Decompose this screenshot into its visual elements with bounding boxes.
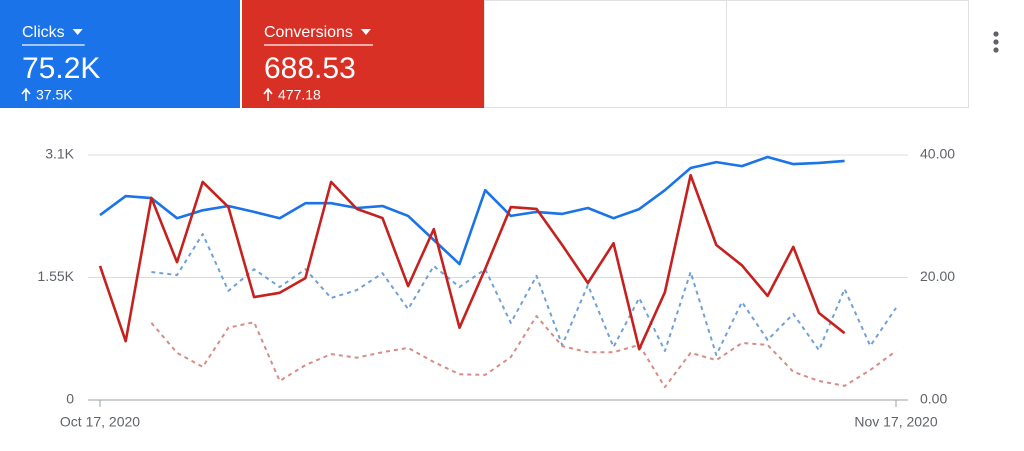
y2-tick-label: 40.00 — [920, 146, 955, 162]
comparison-line — [150, 315, 897, 389]
metric-change: 477.18 — [278, 87, 321, 103]
series-line — [99, 155, 845, 266]
metric-change: 37.5K — [36, 87, 73, 103]
series-line — [98, 173, 846, 351]
y-tick-label: 3.1K — [45, 146, 74, 162]
y-tick-label: 0 — [66, 391, 74, 407]
empty-card[interactable] — [484, 0, 727, 108]
x-tick-label: Nov 17, 2020 — [854, 414, 937, 430]
conversions-card[interactable] — [242, 0, 484, 108]
y2-tick-label: 20.00 — [920, 268, 955, 284]
x-tick-label: Oct 17, 2020 — [60, 414, 140, 430]
metric-label: Conversions — [264, 24, 353, 41]
more-menu[interactable] — [993, 31, 999, 53]
comparison-line — [151, 233, 897, 356]
metric-value: 688.53 — [264, 52, 356, 85]
y-tick-label: 1.55K — [37, 268, 74, 284]
dropdown-arrow — [72, 29, 83, 35]
up-arrow — [21, 87, 31, 101]
up-arrow — [263, 87, 273, 101]
metric-label: Clicks — [22, 24, 65, 41]
y2-tick-label: 0.00 — [920, 391, 947, 407]
empty-card[interactable] — [726, 0, 969, 108]
metric-value: 75.2K — [22, 52, 100, 85]
clicks-card[interactable] — [0, 0, 240, 108]
dropdown-arrow — [360, 29, 371, 35]
